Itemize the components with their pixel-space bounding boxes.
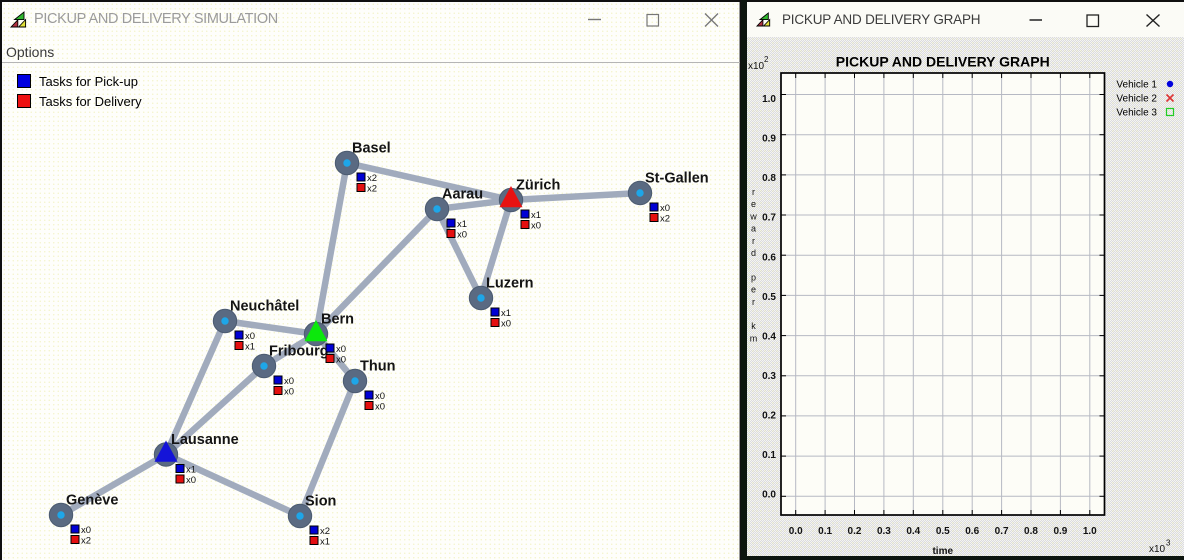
svg-text:x0: x0 — [284, 376, 294, 387]
svg-text:x0: x0 — [457, 229, 467, 240]
svg-text:m: m — [750, 333, 758, 343]
svg-text:x0: x0 — [336, 354, 346, 365]
svg-text:1.0: 1.0 — [1083, 526, 1097, 537]
svg-text:x0: x0 — [660, 203, 670, 214]
svg-text:0.1: 0.1 — [762, 450, 776, 461]
svg-text:r: r — [752, 187, 755, 197]
svg-text:x1: x1 — [457, 219, 467, 230]
svg-text:x1: x1 — [501, 308, 511, 319]
svg-text:d: d — [751, 248, 756, 258]
svg-text:Thun: Thun — [360, 359, 395, 375]
svg-text:Genève: Genève — [66, 493, 118, 509]
svg-text:1.0: 1.0 — [762, 94, 776, 105]
svg-text:x2: x2 — [81, 535, 91, 546]
svg-text:0.2: 0.2 — [848, 526, 862, 537]
svg-text:w: w — [749, 211, 757, 221]
svg-text:k: k — [751, 321, 756, 331]
svg-text:x0: x0 — [186, 475, 196, 486]
svg-text:0.6: 0.6 — [965, 526, 979, 537]
svg-text:x1: x1 — [320, 536, 330, 547]
svg-text:e: e — [751, 285, 756, 295]
svg-text:p: p — [751, 272, 756, 282]
svg-text:Aarau: Aarau — [442, 187, 483, 203]
svg-text:x2: x2 — [367, 173, 377, 184]
svg-text:r: r — [752, 236, 755, 246]
svg-text:0.2: 0.2 — [762, 411, 776, 422]
svg-text:x0: x0 — [531, 220, 541, 231]
svg-text:0.6: 0.6 — [762, 252, 776, 263]
svg-text:Zürich: Zürich — [516, 178, 560, 194]
svg-text:0.0: 0.0 — [762, 490, 776, 501]
svg-text:Bern: Bern — [321, 312, 354, 328]
svg-text:0.3: 0.3 — [877, 526, 891, 537]
svg-text:0.8: 0.8 — [1024, 526, 1038, 537]
svg-text:0.8: 0.8 — [762, 173, 776, 184]
svg-text:x0: x0 — [284, 386, 294, 397]
svg-text:0.9: 0.9 — [762, 134, 776, 145]
svg-text:x0: x0 — [375, 401, 385, 412]
svg-text:x2: x2 — [367, 183, 377, 194]
svg-text:0.5: 0.5 — [936, 526, 950, 537]
svg-text:0.1: 0.1 — [818, 526, 832, 537]
svg-text:Basel: Basel — [352, 141, 391, 157]
svg-text:Vehicle 3: Vehicle 3 — [1116, 108, 1157, 119]
svg-text:x2: x2 — [320, 526, 330, 537]
svg-text:x1: x1 — [245, 341, 255, 352]
svg-text:0.5: 0.5 — [762, 292, 776, 303]
svg-text:2: 2 — [764, 55, 769, 64]
svg-text:0.7: 0.7 — [762, 213, 776, 224]
svg-text:0.3: 0.3 — [762, 371, 776, 382]
svg-text:x0: x0 — [245, 331, 255, 342]
svg-text:e: e — [751, 199, 756, 209]
svg-text:time: time — [932, 546, 953, 556]
svg-text:Neuchâtel: Neuchâtel — [230, 299, 299, 315]
svg-text:x2: x2 — [660, 213, 670, 224]
svg-text:x10: x10 — [748, 61, 765, 72]
svg-text:x0: x0 — [81, 525, 91, 536]
svg-text:x10: x10 — [1149, 544, 1166, 555]
svg-text:0.4: 0.4 — [762, 331, 776, 342]
svg-text:0.7: 0.7 — [995, 526, 1009, 537]
svg-text:x0: x0 — [375, 391, 385, 402]
svg-text:x0: x0 — [501, 318, 511, 329]
svg-text:x1: x1 — [531, 210, 541, 221]
svg-text:PICKUP AND DELIVERY GRAPH: PICKUP AND DELIVERY GRAPH — [836, 54, 1050, 70]
svg-text:Lausanne: Lausanne — [171, 432, 239, 448]
svg-text:0.9: 0.9 — [1053, 526, 1067, 537]
svg-text:Luzern: Luzern — [486, 276, 534, 292]
svg-text:0.0: 0.0 — [789, 526, 803, 537]
svg-text:0.4: 0.4 — [906, 526, 920, 537]
svg-text:x1: x1 — [186, 465, 196, 476]
svg-text:r: r — [752, 297, 755, 307]
svg-text:St-Gallen: St-Gallen — [645, 171, 709, 187]
svg-text:Vehicle 1: Vehicle 1 — [1116, 80, 1157, 91]
svg-text:Vehicle 2: Vehicle 2 — [1116, 94, 1157, 105]
svg-text:Sion: Sion — [305, 494, 336, 510]
svg-text:3: 3 — [1166, 539, 1171, 548]
svg-text:Fribourg: Fribourg — [269, 344, 329, 360]
svg-text:a: a — [751, 224, 756, 234]
svg-text:x0: x0 — [336, 344, 346, 355]
